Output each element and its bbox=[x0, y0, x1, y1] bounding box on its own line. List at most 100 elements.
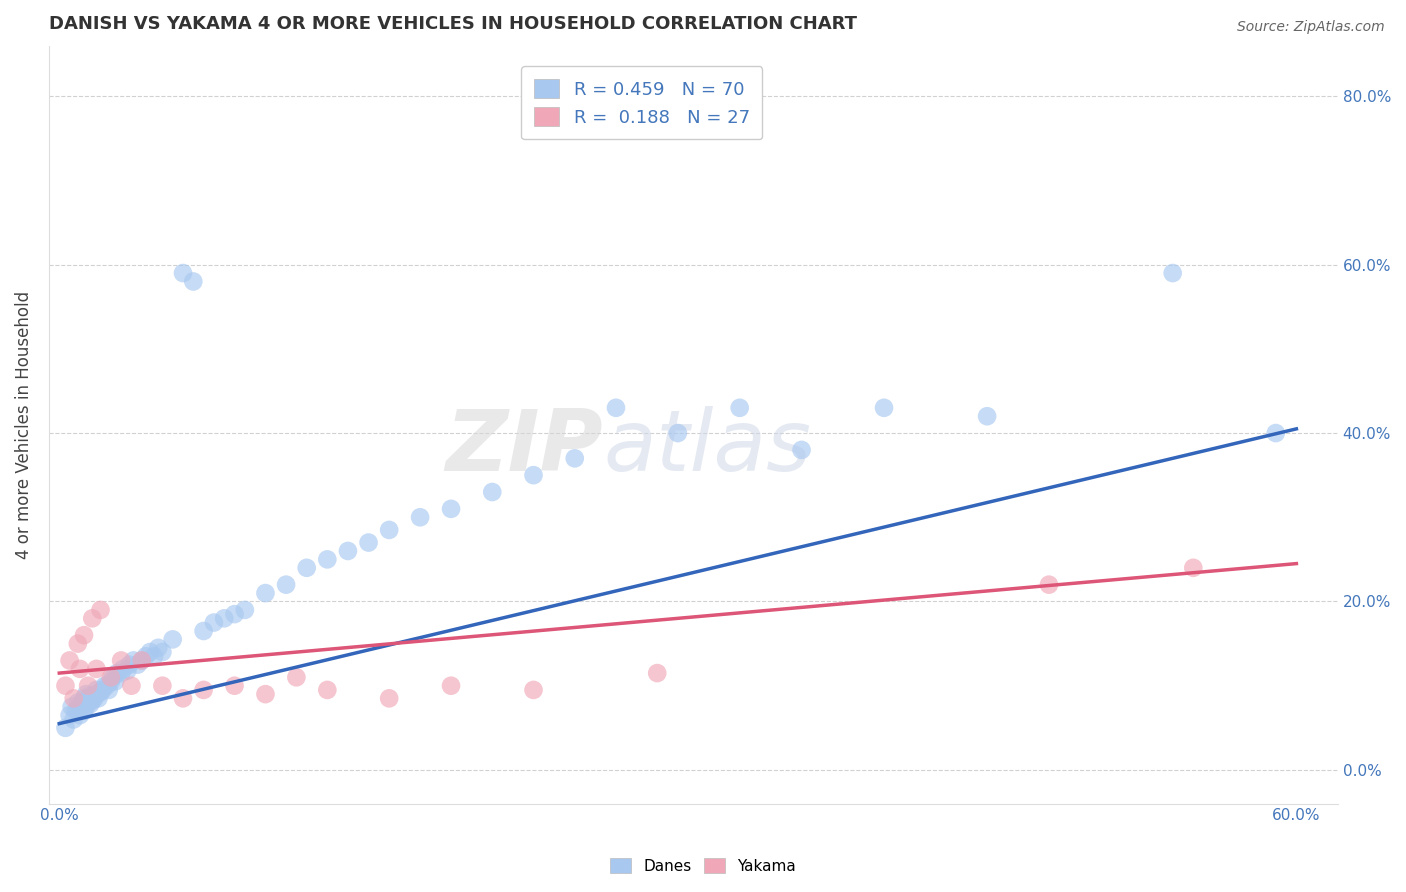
Point bbox=[89, 685, 111, 699]
Point bbox=[79, 698, 101, 712]
Point bbox=[75, 687, 97, 701]
Point bbox=[440, 501, 463, 516]
Point bbox=[172, 691, 194, 706]
Point bbox=[135, 649, 157, 664]
Point bbox=[728, 401, 751, 415]
Point bbox=[139, 645, 162, 659]
Point bbox=[112, 662, 135, 676]
Point bbox=[790, 442, 813, 457]
Point bbox=[122, 653, 145, 667]
Point bbox=[82, 611, 104, 625]
Point bbox=[65, 704, 87, 718]
Point bbox=[58, 708, 80, 723]
Point bbox=[73, 704, 96, 718]
Point bbox=[522, 468, 544, 483]
Point bbox=[143, 649, 166, 664]
Legend: Danes, Yakama: Danes, Yakama bbox=[603, 852, 803, 880]
Point bbox=[181, 275, 204, 289]
Point bbox=[316, 552, 339, 566]
Point bbox=[73, 691, 96, 706]
Point bbox=[378, 523, 401, 537]
Point bbox=[93, 679, 115, 693]
Point bbox=[120, 679, 142, 693]
Point bbox=[440, 679, 463, 693]
Point bbox=[89, 603, 111, 617]
Point bbox=[131, 653, 153, 667]
Point bbox=[69, 662, 91, 676]
Y-axis label: 4 or more Vehicles in Household: 4 or more Vehicles in Household bbox=[15, 291, 32, 558]
Point bbox=[409, 510, 432, 524]
Point bbox=[605, 401, 627, 415]
Point bbox=[100, 670, 122, 684]
Point bbox=[316, 682, 339, 697]
Point bbox=[69, 699, 91, 714]
Point bbox=[86, 682, 108, 697]
Point bbox=[254, 586, 277, 600]
Point bbox=[172, 266, 194, 280]
Point bbox=[336, 544, 359, 558]
Point bbox=[118, 657, 141, 672]
Point bbox=[110, 653, 132, 667]
Point bbox=[976, 409, 998, 424]
Point bbox=[77, 679, 100, 693]
Point bbox=[105, 666, 128, 681]
Point bbox=[274, 577, 297, 591]
Point bbox=[86, 687, 108, 701]
Point bbox=[564, 451, 586, 466]
Point bbox=[58, 653, 80, 667]
Point bbox=[224, 607, 246, 621]
Point bbox=[117, 664, 139, 678]
Point bbox=[1038, 577, 1060, 591]
Point bbox=[148, 640, 170, 655]
Text: Source: ZipAtlas.com: Source: ZipAtlas.com bbox=[1237, 20, 1385, 34]
Point bbox=[150, 679, 173, 693]
Point bbox=[91, 682, 114, 697]
Text: ZIP: ZIP bbox=[446, 406, 603, 489]
Point bbox=[62, 713, 84, 727]
Point bbox=[202, 615, 225, 630]
Point bbox=[75, 699, 97, 714]
Point bbox=[79, 689, 101, 703]
Point bbox=[254, 687, 277, 701]
Point bbox=[193, 682, 215, 697]
Point bbox=[101, 670, 124, 684]
Point bbox=[104, 674, 127, 689]
Point bbox=[70, 696, 93, 710]
Text: DANISH VS YAKAMA 4 OR MORE VEHICLES IN HOUSEHOLD CORRELATION CHART: DANISH VS YAKAMA 4 OR MORE VEHICLES IN H… bbox=[49, 15, 858, 33]
Point bbox=[212, 611, 235, 625]
Point bbox=[378, 691, 401, 706]
Point bbox=[83, 691, 105, 706]
Point bbox=[62, 691, 84, 706]
Point bbox=[55, 721, 77, 735]
Point bbox=[295, 561, 318, 575]
Point bbox=[86, 662, 108, 676]
Point bbox=[73, 628, 96, 642]
Point bbox=[224, 679, 246, 693]
Point bbox=[55, 679, 77, 693]
Point bbox=[66, 637, 89, 651]
Point bbox=[77, 696, 100, 710]
Point bbox=[357, 535, 380, 549]
Point bbox=[60, 699, 83, 714]
Point bbox=[127, 657, 149, 672]
Point bbox=[66, 696, 89, 710]
Point bbox=[1182, 561, 1205, 575]
Point bbox=[110, 666, 132, 681]
Point bbox=[150, 645, 173, 659]
Point bbox=[97, 682, 120, 697]
Point bbox=[87, 691, 110, 706]
Point bbox=[162, 632, 184, 647]
Point bbox=[69, 708, 91, 723]
Point bbox=[873, 401, 896, 415]
Point bbox=[1264, 425, 1286, 440]
Point bbox=[666, 425, 689, 440]
Text: atlas: atlas bbox=[603, 406, 811, 489]
Point bbox=[131, 653, 153, 667]
Point bbox=[645, 666, 668, 681]
Point bbox=[193, 624, 215, 638]
Legend: R = 0.459   N = 70, R =  0.188   N = 27: R = 0.459 N = 70, R = 0.188 N = 27 bbox=[522, 66, 762, 139]
Point bbox=[285, 670, 308, 684]
Point bbox=[82, 694, 104, 708]
Point bbox=[1161, 266, 1184, 280]
Point bbox=[233, 603, 256, 617]
